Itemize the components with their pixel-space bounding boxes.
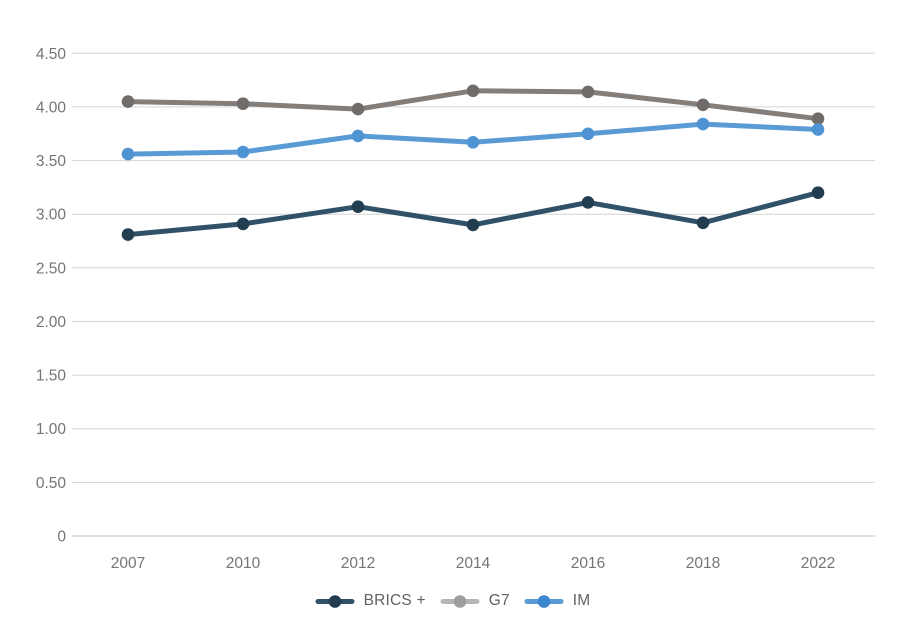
- data-point-im-2018: [696, 117, 710, 131]
- data-point-g7-2016: [581, 85, 595, 99]
- data-point-brics-2010: [236, 217, 250, 231]
- legend-dot-brics: [328, 594, 341, 608]
- data-point-g7-2010: [236, 97, 250, 110]
- legend-label-g7: G7: [488, 592, 510, 609]
- y-tick-label: 0.50: [36, 475, 67, 492]
- data-point-im-2014: [466, 136, 480, 149]
- line-chart: 0 0.50 1.00 1.50 2.00 2.50 3.00 3.50 4.00 4.50 200…: [36, 46, 875, 572]
- x-tick-label: 2007: [111, 555, 145, 572]
- y-tick-label: 0: [57, 529, 66, 546]
- x-tick-label: 2022: [801, 555, 835, 572]
- data-point-g7-2022: [811, 112, 825, 125]
- legend-marker-im-icon: [524, 594, 564, 608]
- data-point-brics-2018: [696, 216, 710, 230]
- legend-dot-g7: [453, 594, 467, 608]
- legend-dot-im: [537, 594, 551, 608]
- x-tick-label: 2014: [456, 555, 491, 572]
- legend-item-brics[interactable]: BRICS +: [315, 592, 426, 610]
- data-point-g7-2012: [351, 102, 365, 116]
- data-point-im-2016: [581, 127, 595, 141]
- legend-marker-g7-icon: [440, 594, 480, 608]
- y-tick-label: 1.00: [36, 421, 67, 438]
- y-tick-label: 3.50: [36, 153, 67, 170]
- data-point-im-2007: [121, 147, 135, 161]
- data-point-brics-2022: [811, 186, 825, 199]
- y-tick-label: 4.50: [36, 46, 67, 63]
- data-point-im-2010: [236, 145, 250, 159]
- legend-item-im[interactable]: IM: [524, 592, 591, 610]
- data-point-im-2022: [811, 123, 825, 136]
- y-tick-label: 1.50: [36, 368, 67, 385]
- data-point-g7-2018: [696, 98, 710, 112]
- legend-item-g7[interactable]: G7: [440, 592, 510, 610]
- y-tick-label: 4.00: [36, 99, 67, 116]
- y-tick-label: 2.50: [36, 260, 67, 277]
- data-point-brics-2007: [121, 228, 135, 241]
- legend-label-im: IM: [572, 592, 591, 609]
- y-tick-label: 3.00: [36, 207, 67, 224]
- x-tick-label: 2016: [571, 555, 605, 572]
- legend-marker-brics-icon: [315, 594, 355, 608]
- legend-label-brics: BRICS +: [363, 592, 426, 609]
- data-point-g7-2014: [466, 84, 480, 98]
- chart-legend: BRICS + G7 IM: [0, 592, 905, 610]
- y-tick-label: 2.00: [36, 314, 67, 331]
- data-point-brics-2016: [581, 196, 595, 209]
- data-point-brics-2014: [466, 218, 480, 232]
- x-tick-label: 2010: [226, 555, 261, 572]
- x-tick-label: 2012: [341, 555, 375, 572]
- data-point-g7-2007: [121, 95, 135, 108]
- data-point-brics-2012: [351, 200, 365, 213]
- x-tick-label: 2018: [686, 555, 720, 572]
- data-point-im-2012: [351, 129, 365, 143]
